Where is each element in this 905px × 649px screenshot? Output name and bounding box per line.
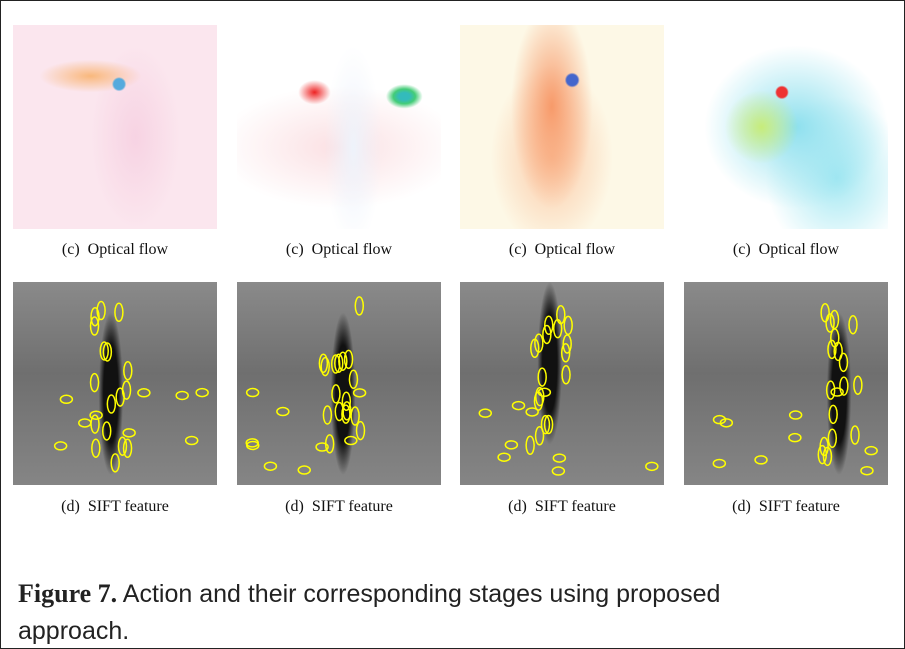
optical-flow-image: [684, 25, 888, 229]
optical-flow-caption: (c) Optical flow: [460, 241, 664, 259]
keypoint: [789, 434, 801, 442]
keypoint: [124, 362, 132, 380]
figure-text: Action and their corresponding stages us…: [18, 580, 720, 645]
keypoint: [115, 303, 123, 321]
keypoint: [554, 320, 562, 338]
keypoint: [298, 466, 310, 474]
keypoint: [176, 391, 188, 399]
keypoint: [92, 439, 100, 457]
sift-image: [13, 282, 217, 485]
sift-image: [460, 282, 664, 485]
keypoint: [186, 437, 198, 445]
keypoint: [564, 316, 572, 334]
sift-caption: (d) SIFT feature: [460, 498, 664, 516]
figure-label: Figure 7.: [18, 579, 117, 608]
keypoint: [138, 389, 150, 397]
keypoint: [498, 453, 510, 461]
keypoint: [332, 385, 340, 403]
keypoint: [828, 429, 836, 447]
keypoint: [356, 422, 364, 440]
optical-flow-caption: (c) Optical flow: [684, 241, 888, 259]
keypoint: [713, 459, 725, 467]
keypoint: [345, 437, 357, 445]
keypoint: [60, 395, 72, 403]
keypoint: [865, 447, 877, 455]
sift-keypoints: [13, 282, 217, 485]
keypoint: [354, 389, 366, 397]
keypoint: [107, 395, 115, 413]
keypoint: [849, 316, 857, 334]
keypoint: [538, 368, 546, 386]
optical-flow-image: [237, 25, 441, 229]
keypoint: [861, 467, 873, 475]
keypoint: [827, 381, 835, 399]
keypoint: [526, 408, 538, 416]
keypoint: [319, 354, 327, 372]
keypoint: [854, 376, 862, 394]
keypoint: [552, 467, 564, 475]
sift-image: [684, 282, 888, 485]
keypoint: [839, 353, 847, 371]
keypoint: [821, 304, 829, 322]
figure-caption: Figure 7. Action and their corresponding…: [18, 575, 808, 649]
sift-caption: (d) SIFT feature: [684, 498, 888, 516]
keypoint: [505, 441, 517, 449]
keypoint: [829, 405, 837, 423]
optical-flow-image: [460, 25, 664, 229]
sift-caption: (d) SIFT feature: [13, 498, 217, 516]
sift-keypoints: [684, 282, 888, 485]
keypoint: [755, 456, 767, 464]
optical-flow-caption: (c) Optical flow: [237, 241, 441, 259]
keypoint: [103, 422, 111, 440]
keypoint: [840, 377, 848, 395]
keypoint: [247, 389, 259, 397]
keypoint: [526, 436, 534, 454]
keypoint: [79, 419, 91, 427]
keypoint: [264, 462, 276, 470]
keypoint: [321, 358, 329, 376]
keypoint: [277, 408, 289, 416]
keypoint: [124, 439, 132, 457]
keypoint: [851, 426, 859, 444]
keypoint: [196, 389, 208, 397]
optical-flow-caption: (c) Optical flow: [13, 241, 217, 259]
figure-page: Figure 7. Action and their corresponding…: [0, 0, 905, 649]
keypoint: [123, 429, 135, 437]
keypoint: [123, 381, 131, 399]
sift-keypoints: [237, 282, 441, 485]
keypoint: [553, 454, 565, 462]
sift-keypoints: [460, 282, 664, 485]
keypoint: [55, 442, 67, 450]
keypoint: [91, 374, 99, 392]
keypoint: [646, 462, 658, 470]
keypoint: [355, 297, 363, 315]
optical-flow-image: [13, 25, 217, 229]
sift-caption: (d) SIFT feature: [237, 498, 441, 516]
keypoint: [557, 306, 565, 324]
keypoint: [790, 411, 802, 419]
sift-image: [237, 282, 441, 485]
keypoint: [323, 406, 331, 424]
keypoint: [513, 402, 525, 410]
keypoint: [349, 370, 357, 388]
keypoint: [111, 454, 119, 472]
keypoint: [345, 350, 353, 368]
keypoint: [562, 366, 570, 384]
keypoint: [479, 409, 491, 417]
